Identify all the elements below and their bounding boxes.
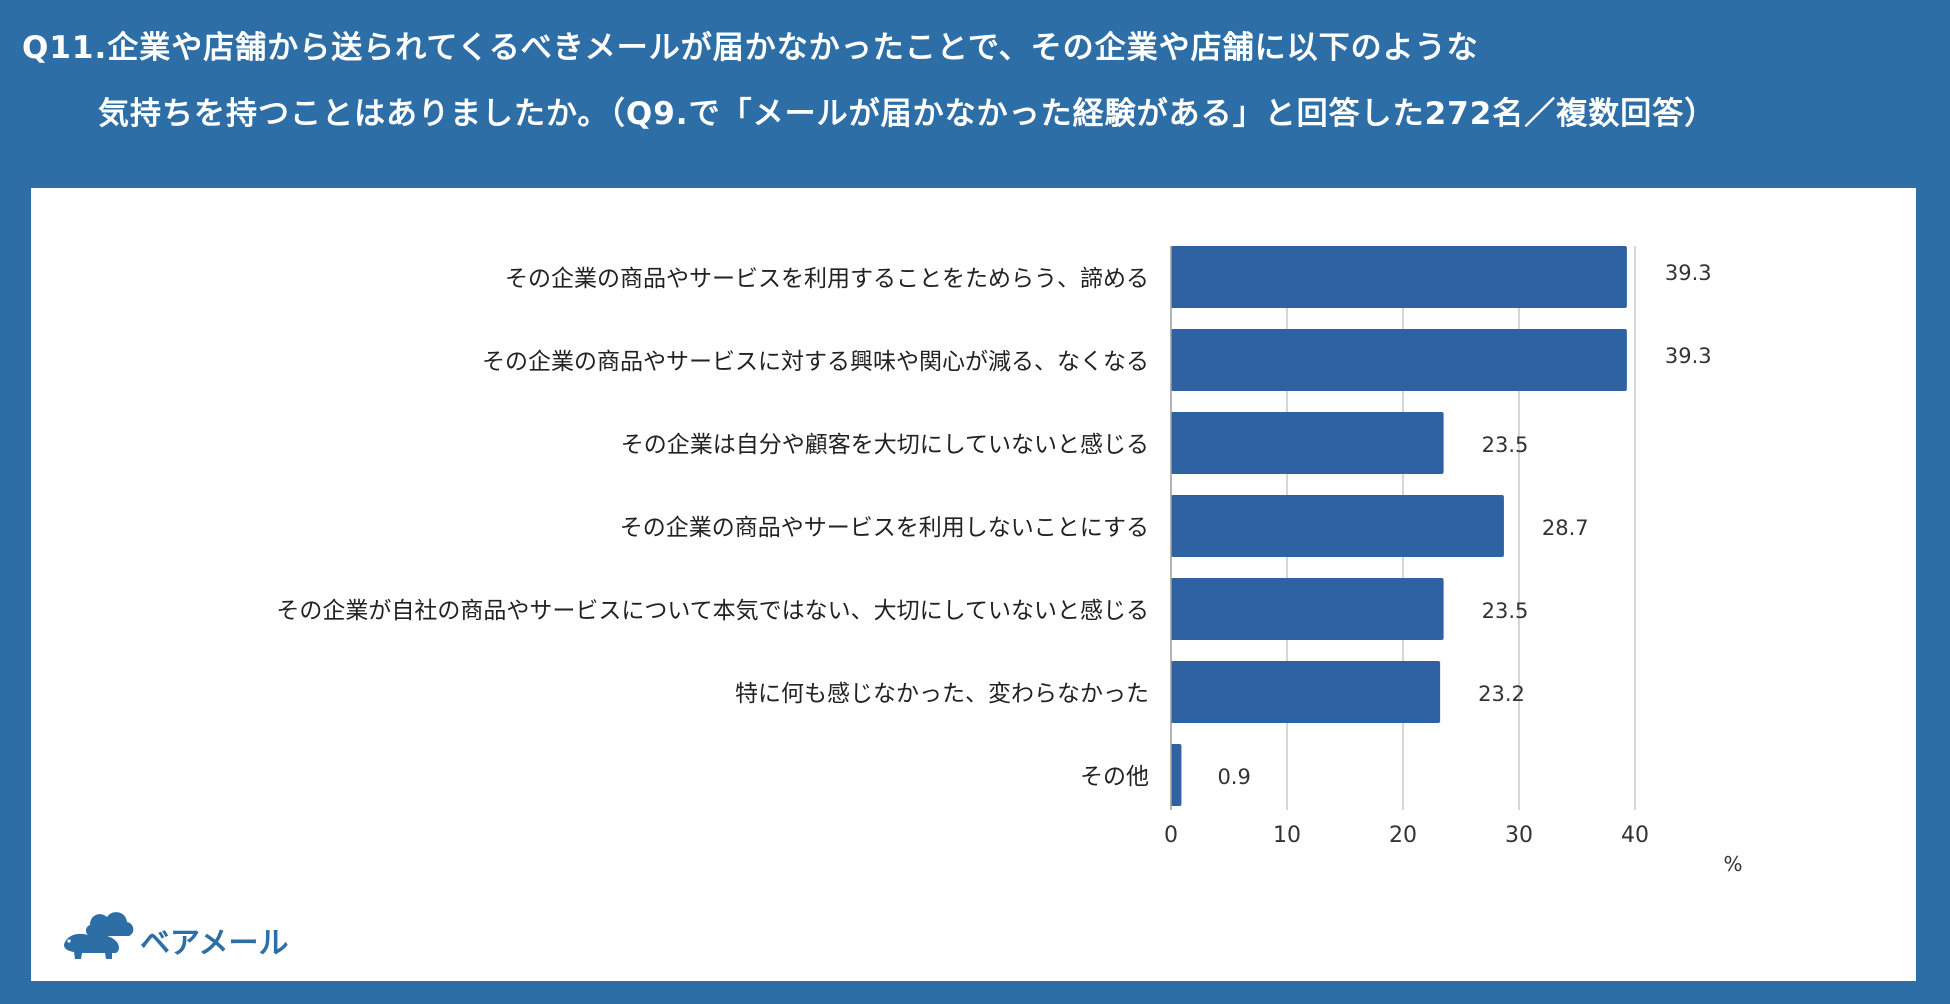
value-label-1: 39.3: [1665, 261, 1712, 285]
bar-5: [1171, 578, 1444, 640]
bar-4: [1171, 495, 1504, 557]
category-label-7: その他: [1080, 764, 1149, 790]
x-unit-label: %: [1723, 852, 1742, 876]
bar-6: [1171, 661, 1441, 723]
bar-7: [1171, 744, 1182, 806]
x-tick-label-30: 30: [1505, 823, 1533, 848]
brand-name: ベアメール: [140, 926, 289, 961]
category-label-6: 特に何も感じなかった、変わらなかった: [735, 681, 1149, 707]
x-tick-label-0: 0: [1164, 823, 1178, 848]
category-label-4: その企業の商品やサービスを利用しないことにする: [620, 515, 1149, 541]
bar-1: [1171, 246, 1627, 308]
category-label-5: その企業が自社の商品やサービスについて本気ではない、大切にしていないと感じる: [276, 598, 1149, 624]
x-tick-label-20: 20: [1389, 823, 1417, 848]
category-label-2: その企業の商品やサービスに対する興味や関心が減る、なくなる: [482, 349, 1149, 375]
x-tick-label-40: 40: [1621, 823, 1649, 848]
value-label-2: 39.3: [1665, 344, 1712, 368]
value-label-6: 23.2: [1478, 682, 1525, 706]
bar-chart: その企業の商品やサービスを利用することをためらう、諦める 39.3 その企業の商品や…: [276, 246, 1743, 876]
bear-cloud-logo-icon: [64, 912, 134, 959]
title-line-1: Q11.企業や店舗から送られてくるべきメールが届かなかったことで、その企業や店舗…: [22, 30, 1479, 66]
value-label-4: 28.7: [1542, 516, 1589, 540]
category-label-1: その企業の商品やサービスを利用することをためらう、諦める: [505, 266, 1149, 292]
bar-2: [1171, 329, 1627, 391]
x-tick-label-10: 10: [1273, 823, 1301, 848]
value-label-5: 23.5: [1482, 599, 1529, 623]
title-line-2: 気持ちを持つことはありましたか。（Q9.で「メールが届かなかった経験がある」と回…: [98, 96, 1717, 132]
category-label-3: その企業は自分や顧客を大切にしていないと感じる: [621, 432, 1149, 458]
chart-panel: その企業の商品やサービスを利用することをためらう、諦める 39.3 その企業の商品や…: [31, 188, 1916, 981]
value-label-7: 0.9: [1217, 765, 1250, 789]
bar-3: [1171, 412, 1444, 474]
value-label-3: 23.5: [1482, 433, 1529, 457]
